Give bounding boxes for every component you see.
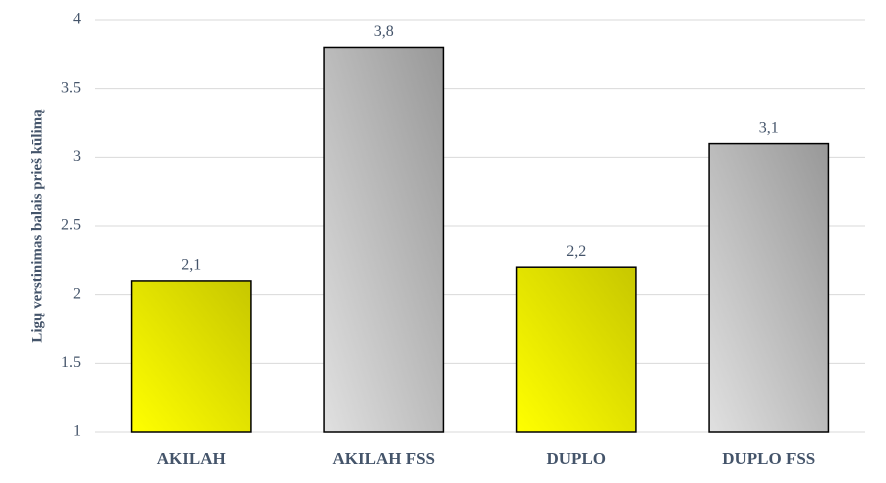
bar [708, 142, 830, 433]
x-tick-label: AKILAH FSS [333, 449, 436, 468]
value-label: 3,8 [374, 23, 394, 40]
x-tick-label: DUPLO [547, 449, 607, 468]
y-axis-label: Ligų verstinimas balais prieš kūlimą [29, 109, 45, 343]
y-tick-label: 2.5 [61, 217, 81, 234]
y-tick-label: 1 [73, 423, 81, 440]
value-label: 2,2 [566, 243, 586, 260]
bar [515, 266, 637, 433]
bar [130, 280, 252, 433]
y-tick-label: 1.5 [61, 354, 81, 371]
x-tick-label: DUPLO FSS [722, 449, 815, 468]
value-label: 2,1 [181, 257, 201, 274]
y-tick-label: 2 [73, 285, 81, 302]
y-tick-label: 3.5 [61, 79, 81, 96]
bar [323, 46, 445, 433]
y-tick-label: 3 [73, 148, 81, 165]
x-tick-label: AKILAH [157, 449, 226, 468]
y-tick-label: 4 [73, 11, 81, 28]
value-label: 3,1 [759, 119, 779, 136]
